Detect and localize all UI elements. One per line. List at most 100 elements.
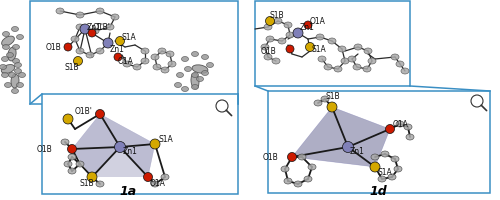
Ellipse shape [182, 57, 188, 62]
Ellipse shape [293, 29, 303, 39]
Polygon shape [72, 147, 120, 177]
Ellipse shape [18, 73, 26, 78]
Ellipse shape [328, 39, 336, 45]
Ellipse shape [2, 73, 8, 78]
Text: Zn1': Zn1' [87, 22, 104, 31]
Ellipse shape [363, 67, 371, 73]
Ellipse shape [334, 67, 342, 73]
Ellipse shape [406, 134, 414, 140]
Ellipse shape [364, 49, 372, 55]
Ellipse shape [354, 45, 362, 51]
Ellipse shape [196, 77, 203, 82]
Bar [30, 2, 238, 104]
Ellipse shape [396, 121, 404, 127]
Ellipse shape [96, 9, 104, 15]
Text: O1B: O1B [260, 47, 276, 56]
Text: O1A: O1A [118, 57, 134, 66]
Ellipse shape [266, 17, 274, 26]
Ellipse shape [116, 37, 124, 46]
Circle shape [216, 100, 228, 112]
Text: S1B: S1B [326, 92, 340, 100]
Ellipse shape [192, 65, 208, 74]
Ellipse shape [274, 19, 282, 25]
Ellipse shape [153, 65, 161, 71]
Ellipse shape [2, 65, 15, 74]
Circle shape [471, 96, 483, 107]
Ellipse shape [391, 156, 399, 162]
Ellipse shape [61, 139, 69, 145]
Ellipse shape [371, 154, 379, 160]
Ellipse shape [353, 65, 361, 71]
Text: S1B: S1B [270, 10, 284, 19]
Ellipse shape [114, 142, 126, 153]
Bar [255, 2, 410, 87]
Ellipse shape [2, 32, 10, 37]
Ellipse shape [161, 174, 169, 180]
Ellipse shape [308, 164, 316, 170]
Ellipse shape [321, 97, 329, 102]
Ellipse shape [144, 173, 152, 182]
Ellipse shape [184, 67, 192, 72]
Ellipse shape [16, 83, 24, 88]
Ellipse shape [264, 55, 272, 61]
Ellipse shape [281, 166, 289, 172]
Ellipse shape [88, 30, 96, 38]
Ellipse shape [314, 100, 322, 106]
Ellipse shape [391, 55, 399, 61]
Bar [268, 92, 490, 193]
Text: S1B: S1B [64, 63, 78, 72]
Ellipse shape [123, 62, 131, 68]
Ellipse shape [324, 65, 332, 71]
Ellipse shape [16, 35, 24, 40]
Text: S1A: S1A [312, 45, 327, 54]
Ellipse shape [342, 142, 353, 153]
Ellipse shape [386, 125, 394, 134]
Ellipse shape [261, 45, 269, 51]
Ellipse shape [56, 9, 64, 15]
Ellipse shape [63, 114, 73, 124]
Ellipse shape [11, 75, 19, 89]
Polygon shape [332, 107, 390, 147]
Text: Zn1: Zn1 [350, 147, 365, 156]
Ellipse shape [76, 25, 84, 31]
Ellipse shape [133, 65, 141, 71]
Ellipse shape [8, 48, 16, 62]
Ellipse shape [141, 49, 149, 55]
Ellipse shape [4, 83, 12, 88]
Ellipse shape [388, 174, 396, 180]
Ellipse shape [378, 176, 386, 182]
Ellipse shape [404, 124, 412, 130]
Ellipse shape [14, 69, 21, 74]
Ellipse shape [284, 23, 292, 29]
Text: Zn1: Zn1 [110, 45, 125, 54]
Ellipse shape [141, 59, 149, 65]
Ellipse shape [306, 43, 314, 52]
Polygon shape [72, 114, 120, 149]
Ellipse shape [12, 27, 18, 32]
Ellipse shape [2, 45, 10, 50]
Ellipse shape [2, 57, 8, 62]
Ellipse shape [96, 49, 104, 55]
Ellipse shape [12, 45, 20, 50]
Ellipse shape [68, 145, 76, 154]
Ellipse shape [182, 87, 188, 92]
Polygon shape [120, 144, 155, 177]
Ellipse shape [114, 54, 122, 62]
Ellipse shape [12, 59, 20, 64]
Ellipse shape [202, 71, 208, 76]
Ellipse shape [71, 37, 79, 43]
Ellipse shape [150, 139, 160, 149]
Ellipse shape [206, 63, 214, 68]
Ellipse shape [68, 154, 76, 160]
Ellipse shape [370, 162, 380, 172]
Text: S1A: S1A [121, 33, 136, 42]
Text: Zn1: Zn1 [300, 23, 315, 32]
Ellipse shape [0, 65, 6, 70]
Ellipse shape [74, 57, 82, 66]
Ellipse shape [2, 37, 15, 47]
Text: O1B: O1B [46, 42, 62, 51]
Ellipse shape [192, 52, 198, 57]
Ellipse shape [264, 25, 272, 31]
Ellipse shape [174, 83, 182, 88]
Text: O1B': O1B' [93, 23, 111, 32]
